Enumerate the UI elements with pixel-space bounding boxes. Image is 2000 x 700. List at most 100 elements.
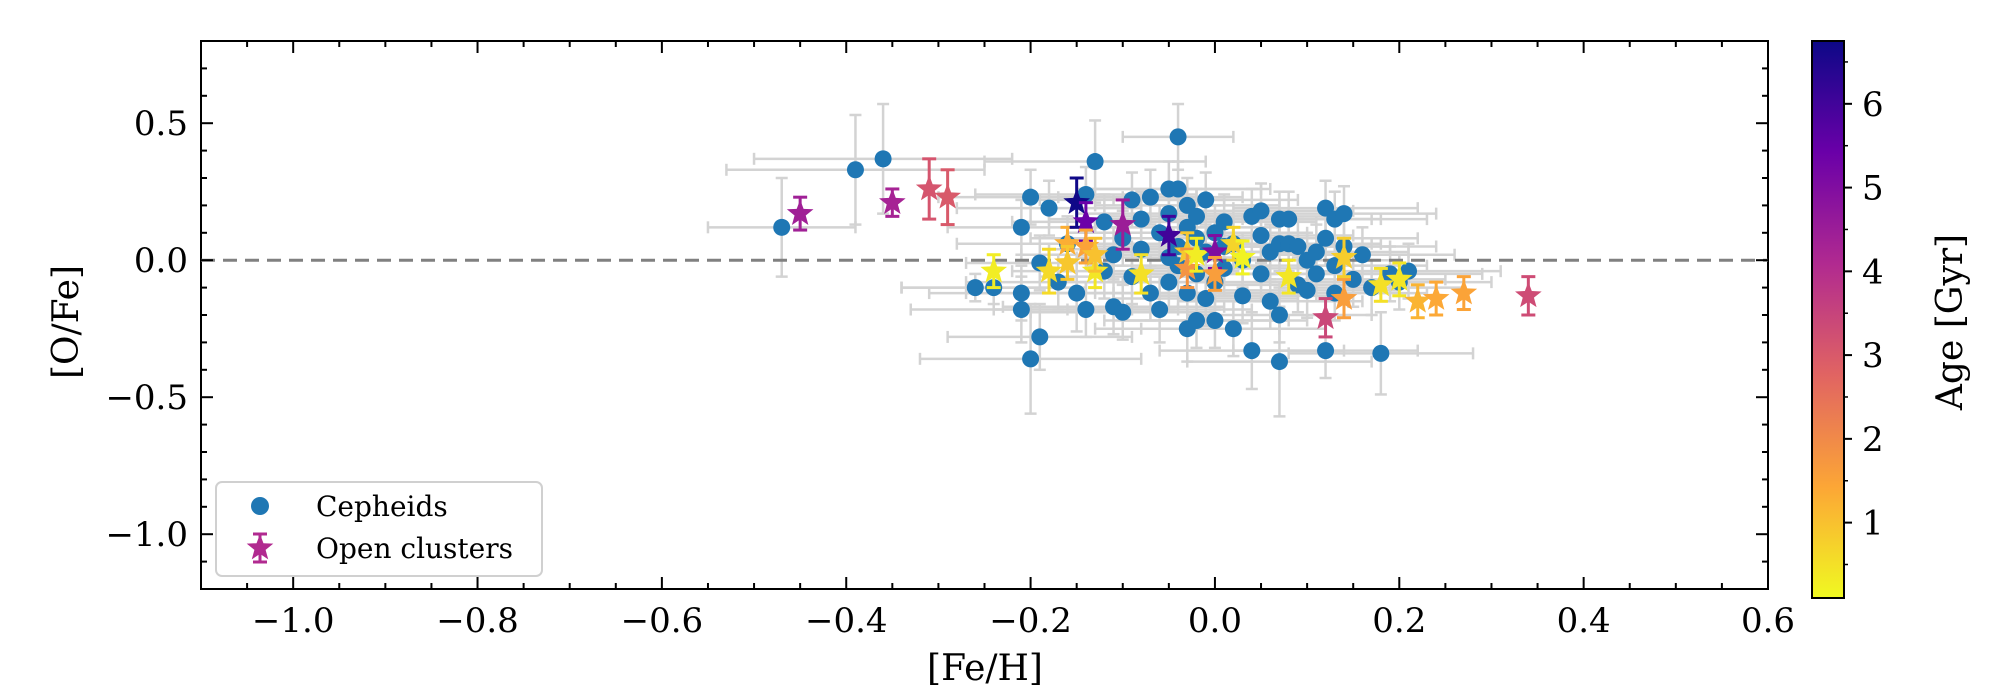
legend-cepheids-marker [251,497,269,515]
colorbar-label: Age [Gyr] [1930,234,1971,411]
cepheid-point [1252,202,1270,220]
cepheid-point [1169,128,1187,146]
cepheid-point [874,150,892,168]
open-cluster-point [1081,236,1109,273]
cepheid-point [1151,301,1169,319]
cepheid-point [1031,328,1049,346]
cepheid-point [1068,284,1086,302]
cepheid-point [1114,303,1132,321]
cepheid-point [1012,301,1030,319]
cepheid-point [1123,191,1141,209]
open-cluster-point [1127,253,1155,295]
cepheid-point [1353,246,1371,264]
x-tick-label: −0.2 [989,601,1072,641]
cepheid-point [1077,301,1095,319]
open-cluster-point [1173,247,1201,290]
cepheid-point [1234,287,1252,305]
open-cluster-point [1054,245,1081,281]
colorbar-gradient [1811,40,1845,599]
cepheid-point [1095,213,1113,231]
cepheid-point [966,279,984,297]
cepheid-point [1188,311,1206,329]
open-cluster-point [1330,277,1358,320]
open-cluster-point [1229,239,1256,276]
cepheid-point [1188,207,1206,225]
legend: Cepheids Open clusters [215,481,543,577]
x-axis-label: [Fe/H] [927,648,1043,689]
open-cluster-point [1183,236,1210,273]
x-tick-label: 0.4 [1557,601,1611,641]
cepheid-point [1206,311,1224,329]
open-cluster-point [1330,236,1358,279]
x-tick-label: 0.6 [1741,601,1795,641]
y-tick-labels: 0.5 0.0 −0.5 −1.0 [105,104,188,555]
open-cluster-point [1312,297,1339,339]
cepheid-point [1280,210,1298,228]
open-cluster-point [1515,275,1542,317]
open-cluster-point [1275,258,1302,295]
open-cluster-point [1155,214,1183,257]
y-tick-label: −0.5 [105,378,188,418]
colorbar-tick-label: 4 [1862,252,1884,292]
cepheid-point [773,218,791,236]
open-cluster-point [1367,266,1395,303]
legend-open-clusters-marker [246,532,274,564]
cepheid-point [1197,290,1215,308]
colorbar-tick-label: 5 [1862,169,1884,209]
cepheid-point [1344,270,1362,288]
axis-ticks [200,40,1769,590]
open-clusters-layer [786,157,1542,339]
cepheid-point [1270,353,1288,371]
cepheid-point [1141,188,1159,206]
colorbar: 1 2 3 4 5 6 Age [Gyr] [1811,40,1971,599]
legend-cepheids-label: Cepheids [316,490,448,523]
open-cluster-point [1201,255,1229,292]
open-cluster-point [934,168,961,227]
colorbar-tick-label: 2 [1862,420,1884,460]
cepheid-point [1141,284,1159,302]
colorbar-tick-label: 3 [1862,336,1884,376]
cepheid-point [1022,188,1040,206]
open-cluster-point [1450,275,1478,312]
cepheid-point [1243,342,1261,360]
cepheid-point [1252,227,1270,245]
open-cluster-point [1109,198,1137,251]
y-tick-label: 0.5 [134,104,188,144]
cepheid-point [1169,180,1187,198]
x-tick-label: 0.2 [1372,601,1426,641]
cepheid-point [1086,153,1104,171]
cepheid-point [1317,342,1335,360]
cepheid-point [1252,265,1270,283]
cepheid-point [1372,344,1390,362]
cepheid-point [1307,265,1325,283]
cepheid-point [846,161,864,179]
open-cluster-point [980,253,1008,290]
x-tick-label: −0.6 [621,601,704,641]
cepheid-point [1132,210,1150,228]
x-tick-label: 0.0 [1188,601,1242,641]
cepheid-point [1317,229,1335,247]
cepheid-point [1160,205,1178,223]
cepheid-point [1012,218,1030,236]
open-cluster-point [1072,228,1100,265]
open-cluster-point [1422,280,1450,317]
x-tick-label: −0.8 [436,601,519,641]
colorbar-tick-label: 6 [1862,85,1884,125]
colorbar-ticks [1844,61,1852,566]
legend-box [215,481,543,577]
cepheid-point [1270,306,1288,324]
legend-open-clusters-label: Open clusters [316,532,513,565]
open-cluster-point [879,187,906,218]
y-tick-label: 0.0 [134,241,188,281]
cepheid-point [1012,284,1030,302]
cepheid-point [1022,350,1040,368]
open-cluster-point [1035,247,1063,295]
y-tick-label: −1.0 [105,515,188,555]
x-tick-labels: −1.0 −0.8 −0.6 −0.4 −0.2 0.0 0.2 0.4 0.6 [252,601,1795,641]
cepheid-point [1335,205,1353,223]
open-cluster-point [1385,261,1413,298]
cepheid-point [1307,243,1325,261]
colorbar-tick-label: 1 [1862,504,1884,544]
cepheid-point [1289,238,1307,255]
